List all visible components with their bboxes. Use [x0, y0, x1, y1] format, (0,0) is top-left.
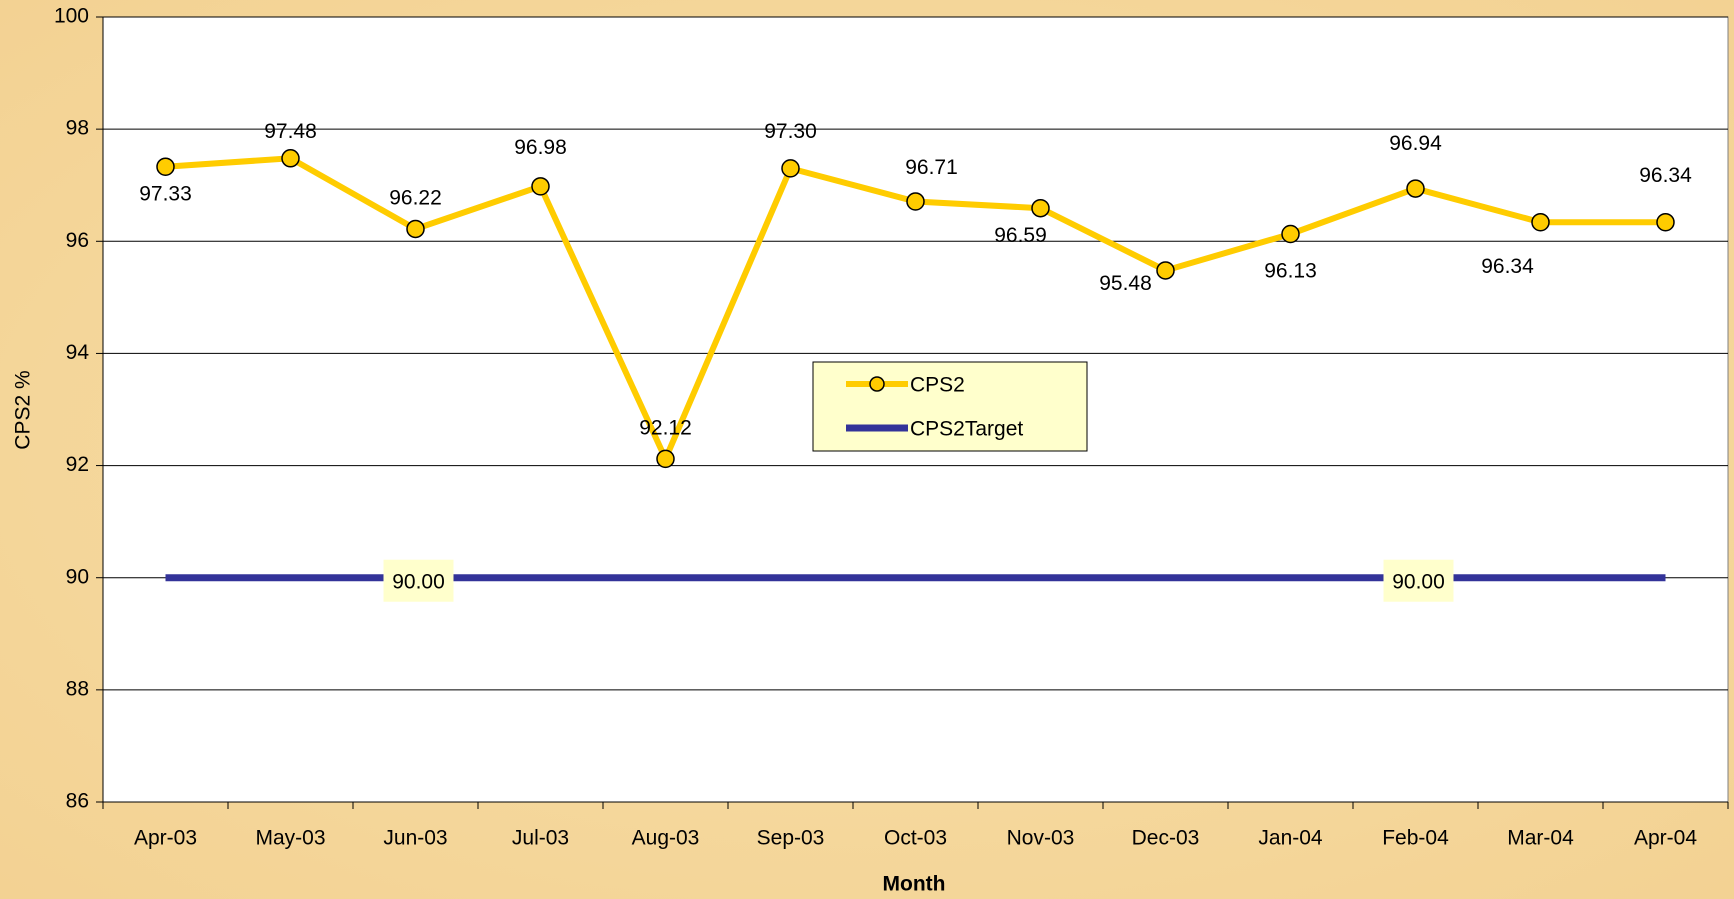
x-tick-label: Jun-03 — [383, 827, 447, 850]
point — [781, 159, 800, 178]
y-tick-label: 88 — [66, 677, 89, 700]
data-label: 96.59 — [994, 224, 1047, 247]
y-tick-label: 94 — [66, 341, 90, 364]
data-label: 96.13 — [1264, 260, 1317, 283]
data-label: 96.94 — [1389, 132, 1442, 155]
point — [1531, 212, 1550, 232]
data-label: 96.98 — [514, 136, 567, 159]
y-axis-title: CPS2 % — [12, 370, 35, 449]
point — [1406, 179, 1425, 198]
point — [906, 192, 925, 211]
x-tick-label: Sep-03 — [757, 827, 825, 850]
x-tick-label: Apr-03 — [134, 827, 197, 850]
data-label: 92.12 — [639, 416, 692, 439]
data-label: 96.34 — [1481, 255, 1534, 278]
x-tick-label: Jan-04 — [1258, 827, 1323, 850]
x-tick-label: Dec-03 — [1132, 827, 1200, 850]
x-tick-label: Jul-03 — [512, 827, 569, 850]
data-label-box — [1383, 559, 1454, 602]
point — [281, 149, 300, 168]
legend-marker — [869, 376, 885, 392]
y-tick-label: 92 — [66, 453, 89, 476]
data-label: 97.30 — [764, 120, 817, 143]
data-label-box — [383, 559, 454, 602]
data-label: 97.48 — [264, 120, 317, 143]
x-axis-title: Month — [883, 873, 946, 896]
data-label: 90.00 — [1392, 570, 1445, 593]
x-tick-label: May-03 — [255, 827, 325, 850]
data-label: 97.33 — [139, 182, 192, 205]
legend-label: CPS2 — [910, 374, 965, 397]
point — [1656, 212, 1675, 232]
y-tick-label: 98 — [66, 117, 89, 140]
data-label: 96.22 — [389, 186, 442, 209]
y-tick-label: 90 — [66, 565, 89, 588]
y-tick-label: 100 — [54, 5, 89, 28]
data-label: 96.34 — [1639, 164, 1692, 187]
point — [1281, 224, 1300, 244]
data-label: 95.48 — [1099, 272, 1152, 295]
x-tick-label: Mar-04 — [1507, 827, 1574, 850]
point — [406, 219, 425, 239]
x-tick-label: Apr-04 — [1634, 827, 1697, 850]
legend-label: CPS2Target — [910, 418, 1023, 441]
point — [656, 449, 675, 469]
data-label: 90.00 — [392, 570, 445, 593]
x-tick-label: Feb-04 — [1382, 827, 1449, 850]
point — [156, 157, 175, 176]
y-tick-label: 96 — [66, 229, 89, 252]
x-tick-label: Oct-03 — [884, 827, 947, 850]
point — [531, 177, 550, 196]
point — [1031, 198, 1050, 218]
point — [1156, 261, 1175, 280]
data-label: 96.71 — [905, 156, 958, 179]
x-tick-label: Nov-03 — [1007, 827, 1075, 850]
legend — [812, 361, 1088, 452]
y-tick-label: 86 — [66, 790, 89, 813]
x-tick-label: Aug-03 — [632, 827, 700, 850]
